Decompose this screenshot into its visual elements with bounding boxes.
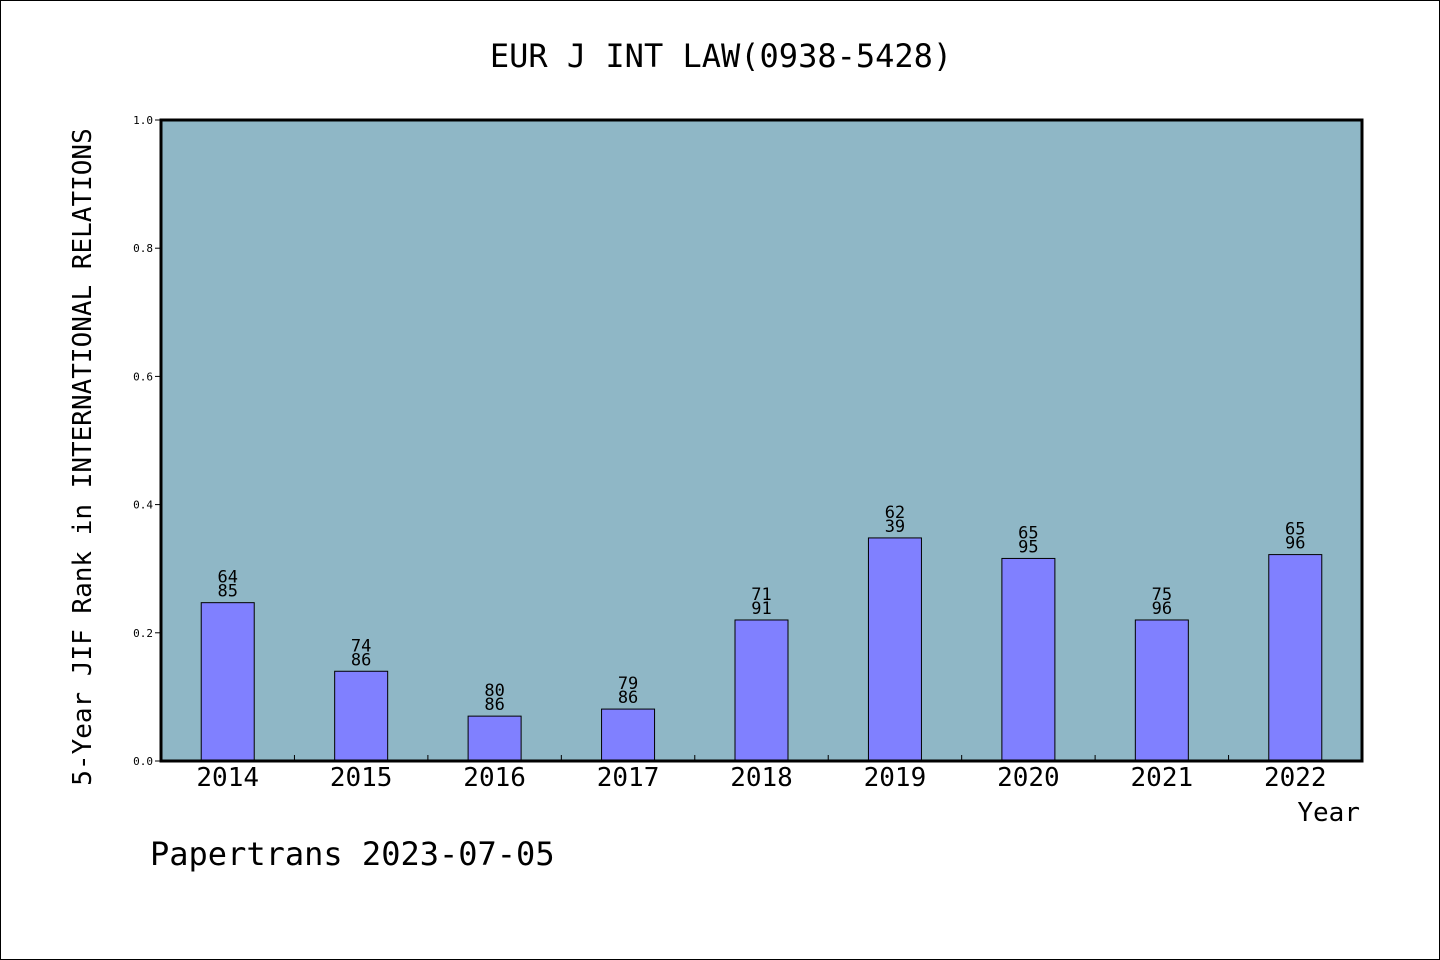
- bar-2022: [1268, 554, 1323, 762]
- bar-total-label: 91: [751, 599, 771, 619]
- bar-total-label: 39: [885, 517, 905, 537]
- y-axis: 0.0 0.2 0.4 0.6 0.8 1.0: [133, 114, 161, 768]
- bar-rank-label: 71: [751, 585, 771, 605]
- bar-2021: [1134, 619, 1189, 762]
- bar-2018: [734, 619, 789, 762]
- x-tick-label: 2016: [463, 763, 526, 793]
- plot-frame: [159, 118, 1364, 763]
- bar-2016: [467, 715, 522, 762]
- bar-rank-label: 62: [885, 503, 905, 523]
- bar-total-label: 86: [618, 688, 638, 708]
- bar-2019: [867, 537, 922, 762]
- y-axis-label: 5-Year JIF Rank in INTERNATIONAL RELATIO…: [68, 128, 98, 785]
- x-tick-label: 2019: [864, 763, 927, 793]
- x-tick-label: 2018: [730, 763, 793, 793]
- bar-total-label: 96: [1152, 599, 1172, 619]
- bar-total-label: 86: [351, 650, 371, 670]
- x-tick-label: 2022: [1264, 763, 1327, 793]
- bar-total-label: 85: [217, 582, 237, 602]
- x-axis-label: Year: [1297, 798, 1360, 828]
- x-tick-label: 2015: [330, 763, 393, 793]
- footer-credit: Papertrans 2023-07-05: [150, 835, 555, 873]
- y-tick-label: 0.4: [133, 499, 153, 512]
- bar-total-label: 95: [1018, 537, 1038, 557]
- bar-total-label: 86: [484, 695, 504, 715]
- x-tick-label: 2017: [597, 763, 660, 793]
- y-tick-label: 0.0: [133, 755, 153, 768]
- bar-rank-label: 65: [1018, 523, 1038, 543]
- y-tick-label: 0.6: [133, 370, 153, 383]
- x-tick-label: 2014: [196, 763, 259, 793]
- bar-2020: [1001, 557, 1056, 762]
- bar-rank-label: 65: [1285, 520, 1305, 540]
- x-axis: 2014 2015 2016 2017 2018 2019 2020 2021 2022: [196, 755, 1327, 793]
- bar-rank-label: 79: [618, 674, 638, 694]
- x-tick-label: 2020: [997, 763, 1060, 793]
- x-tick-label: 2021: [1131, 763, 1194, 793]
- bar-2015: [334, 670, 389, 762]
- y-tick-label: 0.8: [133, 242, 153, 255]
- bar-rank-label: 80: [484, 681, 504, 701]
- bar-rank-label: 64: [217, 568, 237, 588]
- bar-total-label: 96: [1285, 534, 1305, 554]
- chart-title: EUR J INT LAW(0938-5428): [490, 37, 952, 75]
- y-tick-label: 1.0: [133, 114, 153, 127]
- bar-2017: [601, 708, 656, 762]
- bar-rank-label: 74: [351, 636, 371, 656]
- bar-2014: [200, 602, 255, 762]
- y-tick-label: 0.2: [133, 627, 153, 640]
- bar-rank-label: 75: [1152, 585, 1172, 605]
